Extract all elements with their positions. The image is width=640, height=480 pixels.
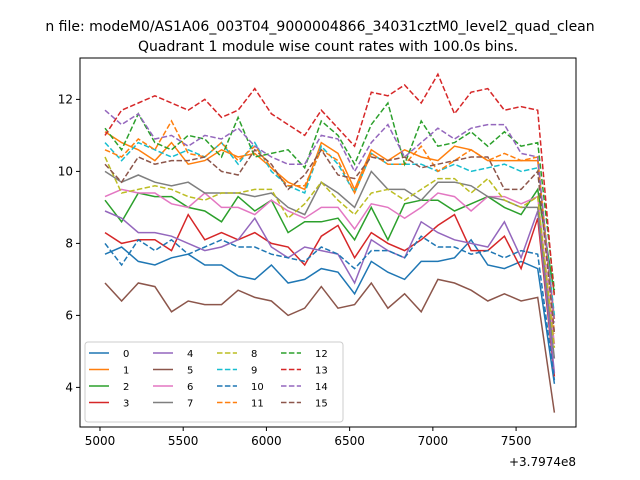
x-tick-label: 7000: [418, 434, 449, 448]
legend-label-9: 9: [251, 366, 257, 377]
series-line-12: [104, 101, 556, 291]
series-line-5: [104, 278, 556, 413]
y-tick-label: 8: [65, 236, 73, 250]
x-tick-label: 5000: [85, 434, 116, 448]
x-axis: 5000 5500 6000 6500 7000 7500: [85, 427, 532, 448]
x-tick-label: 6500: [334, 434, 365, 448]
legend-label-7: 7: [187, 399, 193, 410]
series-line-11: [104, 119, 556, 334]
legend-label-6: 6: [187, 382, 193, 393]
y-tick-label: 6: [65, 308, 73, 322]
series-line-7: [104, 170, 556, 359]
series-line-8: [104, 156, 556, 348]
series-line-13: [104, 72, 556, 298]
y-tick-label: 4: [65, 380, 73, 394]
legend-label-0: 0: [123, 349, 129, 360]
y-tick-label: 10: [58, 164, 73, 178]
legend-label-11: 11: [251, 399, 264, 410]
legend-label-2: 2: [123, 382, 129, 393]
legend-label-1: 1: [123, 366, 129, 377]
series-lines: [104, 72, 556, 413]
legend-label-5: 5: [187, 366, 193, 377]
series-line-6: [104, 188, 556, 345]
series-line-3: [104, 213, 556, 377]
legend-label-3: 3: [123, 399, 129, 410]
legend-box: [84, 341, 344, 423]
series-line-15: [104, 148, 556, 334]
legend-label-15: 15: [315, 399, 328, 410]
legend-label-13: 13: [315, 366, 328, 377]
legend-label-14: 14: [315, 382, 328, 393]
series-line-4: [104, 210, 556, 374]
y-tick-label: 12: [58, 92, 73, 106]
legend-label-4: 4: [187, 349, 193, 360]
x-tick-label: 5500: [168, 434, 199, 448]
legend-label-12: 12: [315, 349, 328, 360]
legend-label-8: 8: [251, 349, 257, 360]
series-line-14: [104, 109, 556, 323]
x-tick-label: 7500: [501, 434, 532, 448]
x-offset-label: +3.7974e8: [509, 455, 576, 469]
series-line-2: [104, 187, 556, 294]
series-line-10: [104, 235, 556, 381]
figure-suptitle: n file: modeM0/AS1A06_003T04_9000004866_…: [45, 19, 594, 35]
legend-label-10: 10: [251, 382, 264, 393]
y-axis: 4 6 8 10 12: [58, 92, 80, 394]
x-tick-label: 6000: [251, 434, 282, 448]
chart-title: Quadrant 1 module wise count rates with …: [138, 39, 518, 55]
